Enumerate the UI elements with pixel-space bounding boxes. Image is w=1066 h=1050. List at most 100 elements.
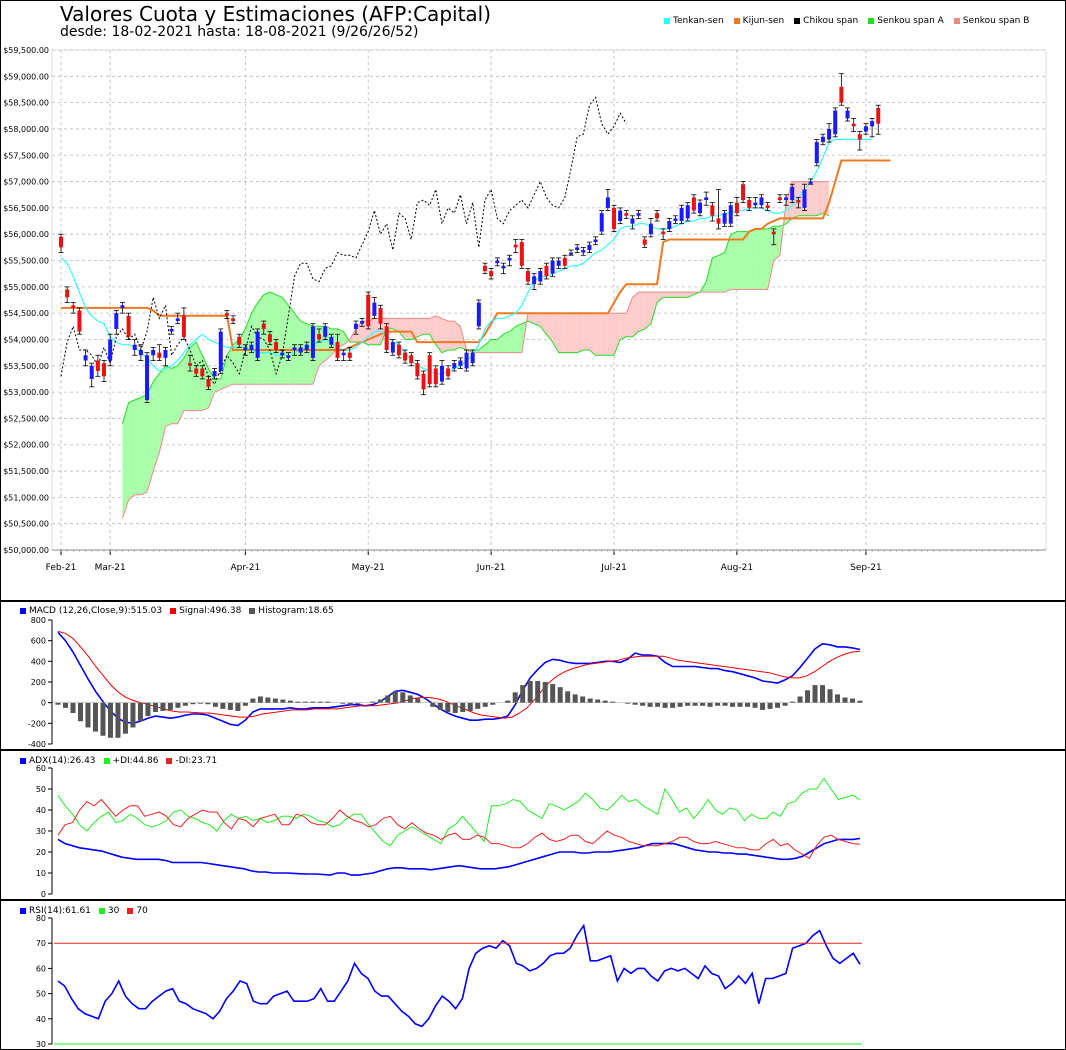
- histogram-bar: [220, 702, 226, 709]
- histogram-bar: [355, 702, 361, 704]
- histogram-bar: [92, 702, 98, 732]
- adx-legend: ADX(14):26.43 +DI:44.86 -DI:23.71: [20, 756, 217, 766]
- histogram-bar: [460, 702, 466, 712]
- candle: [175, 312, 181, 325]
- candle: [310, 323, 316, 361]
- cloud-segment: [743, 231, 750, 290]
- legend-item: 70: [127, 906, 148, 916]
- cloud-segment: [398, 318, 406, 340]
- candle: [537, 268, 543, 285]
- legend-item: ADX(14):26.43: [20, 756, 96, 766]
- candle-body: [808, 181, 813, 184]
- candle-body: [384, 326, 389, 350]
- candle-body: [630, 218, 635, 224]
- cloud-segment: [220, 355, 227, 390]
- candle: [494, 257, 500, 267]
- cloud-segment: [441, 318, 449, 353]
- y-tick-label: 40: [36, 1015, 46, 1024]
- x-tick-label: Jun-21: [476, 563, 506, 573]
- legend-label: Signal:496.38: [179, 606, 242, 616]
- histogram-bar: [107, 702, 113, 738]
- candle-body: [691, 197, 696, 211]
- histogram-bar: [250, 698, 256, 703]
- cloud-segment: [503, 331, 510, 353]
- y-tick-label: $56,500.00: [3, 204, 49, 213]
- histogram-bar: [55, 702, 61, 705]
- cloud-segment: [276, 294, 283, 385]
- histogram-bar: [790, 701, 796, 703]
- candle-body: [452, 363, 457, 369]
- candle-body: [851, 123, 856, 127]
- candle: [777, 194, 783, 204]
- histogram-bar: [715, 702, 721, 706]
- candle-body: [771, 231, 776, 235]
- candle: [795, 196, 801, 209]
- histogram-bar: [775, 702, 781, 708]
- candle-body: [403, 352, 408, 361]
- y-tick-label: 200: [31, 678, 46, 687]
- candle: [304, 341, 310, 354]
- cloud-segment: [607, 313, 615, 356]
- macd-chart: -400 -200 0 200 400 600 800: [28, 616, 863, 748]
- candle: [132, 339, 138, 356]
- candle-body: [292, 347, 297, 350]
- y-tick-label: $50,500.00: [3, 520, 49, 529]
- candle-body: [280, 352, 285, 356]
- cloud-segment: [589, 313, 596, 356]
- histogram-bar: [242, 702, 248, 706]
- histogram-bar: [745, 702, 751, 707]
- y-tick-label: 60: [36, 964, 46, 973]
- candle: [476, 299, 482, 330]
- candle-body: [845, 110, 850, 119]
- candle-body: [212, 371, 217, 377]
- cloud-segment: [208, 368, 215, 408]
- cloud-segment: [712, 255, 719, 293]
- legend-label: Senkou span A: [877, 16, 944, 26]
- histogram-bar: [527, 680, 533, 703]
- candle: [666, 218, 672, 232]
- candle: [402, 349, 408, 364]
- panel-separator: [0, 899, 1066, 901]
- candle-body: [525, 271, 530, 282]
- candle-body: [249, 344, 254, 350]
- candle-body: [200, 368, 205, 377]
- candle: [457, 357, 463, 369]
- candle-body: [796, 200, 801, 203]
- histogram-bar: [445, 702, 451, 712]
- y-tick-label: 800: [31, 616, 46, 625]
- plot-area: [51, 49, 1047, 551]
- cloud-segment: [767, 226, 774, 290]
- candle: [574, 244, 580, 254]
- legend-swatch: [127, 908, 134, 914]
- candle-body: [581, 250, 586, 253]
- histogram-bar: [767, 702, 773, 709]
- cloud-segment: [558, 313, 565, 353]
- candle-body: [802, 189, 807, 208]
- candle: [341, 349, 347, 361]
- y-tick-label: 0: [41, 699, 46, 708]
- candle-body: [95, 360, 100, 372]
- candle: [617, 207, 623, 225]
- y-tick-label: $52,000.00: [3, 441, 49, 450]
- legend-item: 30: [98, 906, 119, 916]
- candle-body: [513, 244, 518, 248]
- candle: [851, 118, 857, 132]
- candle-body: [206, 378, 211, 387]
- candle-body: [532, 276, 537, 285]
- macd-legend: MACD (12,26,Close,9):515.03 Signal:496.38…: [20, 606, 334, 616]
- histogram-bar: [685, 702, 691, 706]
- legend-item: Tenkan-sen: [664, 16, 724, 26]
- y-tick-label: -200: [28, 719, 46, 728]
- cloud-segment: [657, 292, 664, 303]
- histogram-bar: [595, 699, 601, 703]
- histogram-bar: [265, 697, 271, 703]
- candle-body: [138, 350, 143, 356]
- rsi-legend: RSI(14):61.61 30 70: [20, 906, 148, 916]
- x-tick-label: Aug-21: [721, 563, 753, 573]
- candle-body: [593, 239, 598, 243]
- candle: [451, 360, 457, 372]
- histogram-bar: [512, 692, 518, 703]
- histogram-bar: [385, 695, 391, 703]
- candle: [162, 346, 168, 367]
- cloud-segment: [761, 228, 768, 290]
